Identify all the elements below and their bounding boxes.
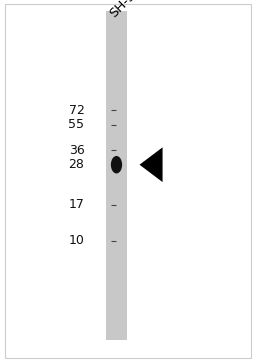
Text: 10: 10 [69, 234, 84, 247]
Text: 17: 17 [69, 198, 84, 211]
Text: 72: 72 [69, 104, 84, 117]
Polygon shape [140, 147, 163, 182]
Text: SH-SY5Y: SH-SY5Y [107, 0, 156, 20]
Text: 36: 36 [69, 144, 84, 157]
Text: 55: 55 [69, 118, 84, 131]
Bar [106, 11, 127, 340]
Text: 28: 28 [69, 158, 84, 171]
Ellipse shape [111, 156, 122, 173]
